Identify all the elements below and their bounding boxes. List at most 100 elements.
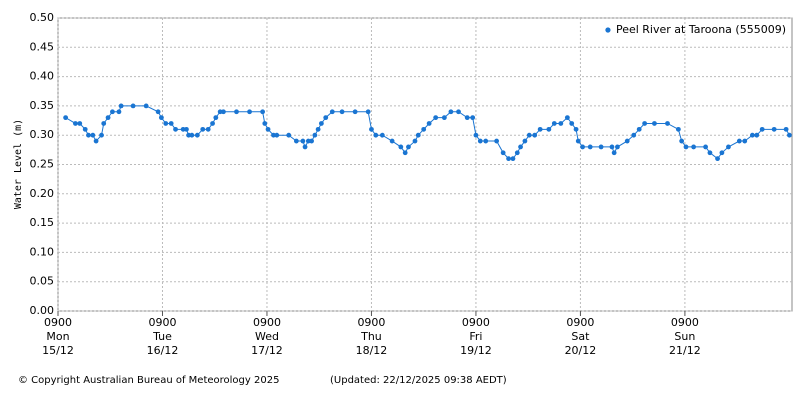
y-tick-label: 0.40: [30, 70, 55, 83]
data-point: [652, 121, 657, 126]
data-point: [300, 138, 306, 144]
data-point: [99, 132, 104, 138]
x-tick-label: 21/12: [669, 344, 701, 357]
data-point: [573, 126, 579, 132]
data-point: [77, 121, 83, 126]
data-point: [286, 132, 292, 138]
x-tick-label: 0900: [44, 316, 72, 329]
data-point: [742, 138, 748, 144]
data-point: [110, 109, 115, 115]
data-point: [624, 138, 630, 144]
data-point: [200, 126, 206, 132]
data-point: [609, 144, 615, 150]
x-tick-label: 15/12: [42, 344, 74, 357]
data-point: [470, 115, 476, 121]
data-point: [415, 132, 421, 138]
data-point: [749, 132, 755, 138]
data-point: [518, 144, 523, 150]
data-point: [473, 132, 479, 138]
data-point: [389, 138, 395, 144]
data-point: [365, 109, 371, 115]
y-tick-label: 0.25: [30, 158, 55, 171]
x-tick-label: 17/12: [251, 344, 283, 357]
x-tick-label: Sun: [674, 330, 695, 343]
data-point: [726, 144, 731, 150]
data-point: [163, 121, 169, 126]
data-point: [546, 126, 552, 132]
data-point: [205, 126, 211, 132]
data-point: [373, 132, 379, 138]
data-point: [551, 121, 557, 126]
data-point: [234, 109, 239, 115]
x-tick-label: 0900: [253, 316, 281, 329]
data-point: [265, 126, 271, 132]
y-tick-label: 0.50: [30, 11, 55, 24]
data-point: [155, 109, 161, 115]
data-point: [691, 144, 697, 150]
x-tick-label: 0900: [148, 316, 176, 329]
data-point: [522, 138, 528, 144]
data-point: [679, 138, 685, 144]
data-point: [441, 115, 447, 121]
data-point: [329, 109, 335, 115]
data-point: [506, 156, 511, 162]
data-point: [771, 126, 777, 132]
data-point: [369, 126, 374, 132]
data-point: [184, 126, 189, 132]
data-point: [683, 144, 689, 150]
legend-label: Peel River at Taroona (555009): [616, 23, 786, 36]
x-tick-label: 0900: [566, 316, 594, 329]
data-point: [90, 132, 96, 138]
data-point: [158, 115, 164, 121]
x-tick-label: Mon: [46, 330, 69, 343]
data-point: [293, 138, 299, 144]
data-point: [564, 115, 570, 121]
data-point: [339, 109, 345, 115]
data-point: [262, 121, 268, 126]
data-point: [783, 126, 789, 132]
x-tick-label: 19/12: [460, 344, 492, 357]
x-tick-label: 18/12: [356, 344, 388, 357]
updated-note: (Updated: 22/12/2025 09:38 AEDT): [330, 375, 507, 386]
data-point: [116, 109, 122, 115]
data-point: [464, 115, 470, 121]
data-point: [433, 115, 439, 121]
data-point: [118, 103, 124, 109]
y-tick-label: 0.05: [30, 275, 55, 288]
data-point: [421, 126, 427, 132]
y-tick-label: 0.20: [30, 187, 55, 200]
data-point: [483, 138, 489, 144]
data-line: [65, 105, 790, 160]
data-point: [719, 150, 725, 156]
data-point: [101, 121, 107, 126]
data-point: [398, 144, 404, 150]
data-point: [194, 132, 200, 138]
data-point: [615, 144, 620, 150]
data-point: [63, 115, 69, 121]
data-point: [213, 115, 219, 121]
plot-area: [57, 17, 793, 312]
data-point: [406, 144, 411, 150]
x-tick-label: Tue: [152, 330, 172, 343]
x-tick-label: Fri: [469, 330, 482, 343]
data-point: [675, 126, 681, 132]
y-tick-label: 0.35: [30, 99, 55, 112]
x-tick-label: Thu: [360, 330, 382, 343]
data-point: [494, 138, 500, 144]
data-point: [558, 121, 564, 126]
data-point: [323, 115, 329, 121]
data-point: [642, 121, 648, 126]
x-tick-label: Sat: [571, 330, 590, 343]
data-point: [580, 144, 585, 150]
legend-marker: [605, 27, 611, 33]
data-point: [73, 121, 78, 126]
data-point: [315, 126, 321, 132]
y-axis-label: Water Level (m): [13, 119, 24, 209]
data-point: [189, 132, 195, 138]
data-point: [247, 109, 252, 115]
y-tick-label: 0.00: [30, 304, 55, 317]
data-point: [587, 144, 593, 150]
data-point: [168, 121, 174, 126]
y-tick-label: 0.30: [30, 128, 55, 141]
